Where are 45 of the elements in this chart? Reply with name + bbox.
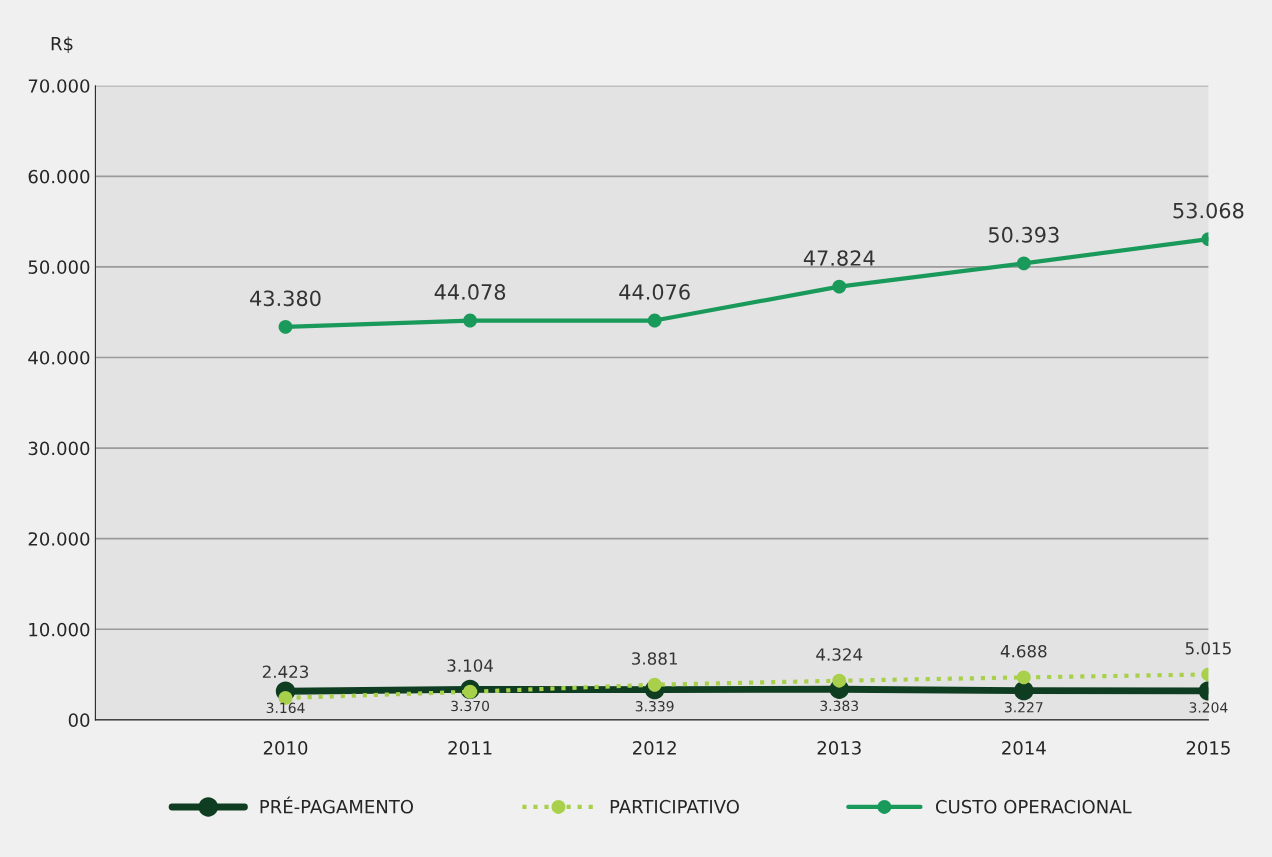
y-tick-label: 10.000 xyxy=(29,622,90,637)
text: 3.204 xyxy=(1189,702,1228,713)
text: 4.688 xyxy=(1000,644,1047,658)
text: 3.339 xyxy=(635,700,674,712)
text: 5.015 xyxy=(1185,641,1231,655)
text: 3.370 xyxy=(451,700,490,712)
x-tick-label: 2014 xyxy=(1002,741,1046,755)
point xyxy=(463,313,478,328)
text: 3.383 xyxy=(820,700,859,712)
y-tick-label: 00 xyxy=(68,713,90,727)
x-tick-label: 2013 xyxy=(817,741,861,755)
text: 53.068 xyxy=(1173,202,1244,219)
point xyxy=(278,319,293,334)
text: 44.078 xyxy=(434,284,506,300)
text: 3.881 xyxy=(632,652,677,665)
point xyxy=(1016,256,1031,271)
point xyxy=(1014,680,1034,701)
text: 3.227 xyxy=(1005,702,1043,713)
text: 43.380 xyxy=(250,290,321,307)
text: 50.393 xyxy=(988,226,1059,243)
legend-label: PARTICIPATIVO xyxy=(610,799,739,814)
text: 3.164 xyxy=(266,702,305,714)
point xyxy=(647,313,662,328)
legend-label: PRÉ-PAGAMENTO xyxy=(260,796,414,814)
y-tick-label: 20.000 xyxy=(28,532,90,546)
text: 3.104 xyxy=(447,659,494,672)
x-tick-label: 2012 xyxy=(633,741,676,755)
x-tick-label: 2015 xyxy=(1186,741,1230,755)
y-tick-label: 60.000 xyxy=(28,169,90,184)
point xyxy=(1016,670,1031,685)
y-tick-label: 70.000 xyxy=(28,79,90,93)
legend-label: CUSTO OPERACIONAL xyxy=(935,799,1132,814)
x-tick-label: 2011 xyxy=(448,741,492,755)
point xyxy=(832,673,847,688)
text: 44.076 xyxy=(619,284,690,300)
text: 4.324 xyxy=(816,648,863,661)
point xyxy=(832,279,847,294)
y-tick-label: 30.000 xyxy=(28,441,90,456)
x-tick-label: 2010 xyxy=(263,741,308,755)
text: 2.423 xyxy=(262,665,309,679)
y-tick-label: 50.000 xyxy=(28,260,90,275)
y-tick-label: 40.000 xyxy=(28,350,90,365)
y-axis-title: R$ xyxy=(51,36,73,53)
text: 47.824 xyxy=(803,250,875,266)
point xyxy=(647,677,662,692)
